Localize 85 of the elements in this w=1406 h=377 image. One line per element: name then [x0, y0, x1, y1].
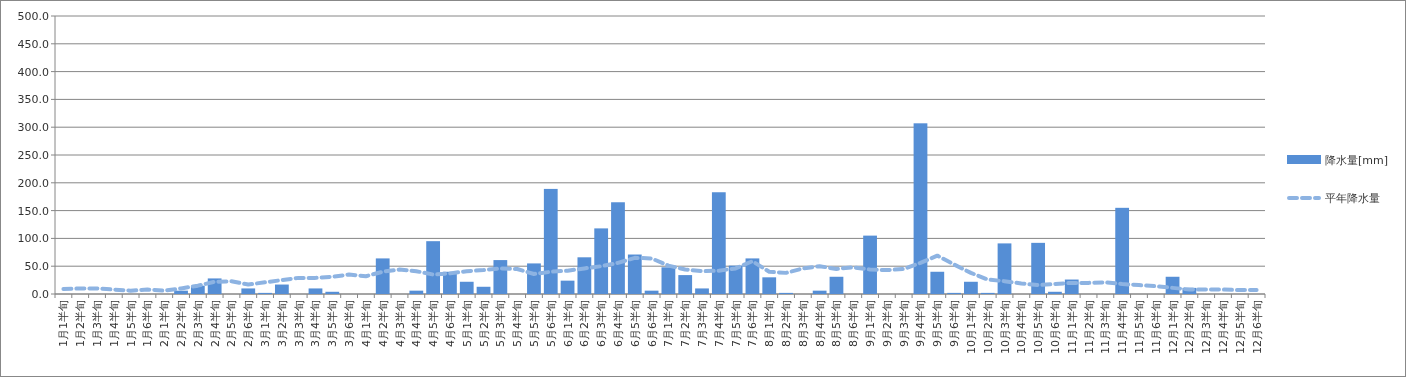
x-tick-label: 4月2半旬	[376, 300, 390, 347]
x-tick-label: 10月3半旬	[998, 300, 1012, 354]
x-tick-label: 10月5半旬	[1032, 300, 1046, 354]
x-tick-label: 4月1半旬	[359, 300, 373, 347]
y-tick-label: 50.0	[24, 260, 49, 274]
x-tick-label: 1月4半旬	[107, 300, 121, 347]
x-tick-label: 2月1半旬	[158, 300, 172, 347]
x-tick-label: 6月3半旬	[595, 300, 609, 347]
x-tick-label: 1月3半旬	[91, 300, 105, 347]
y-tick-label: 400.0	[17, 65, 49, 79]
x-tick-label: 7月1半旬	[662, 300, 676, 347]
x-tick-label: 12月1半旬	[1166, 300, 1180, 354]
x-tick-label: 2月2半旬	[175, 300, 189, 347]
x-tick-label: 8月4半旬	[813, 300, 827, 347]
y-tick-label: 100.0	[17, 232, 49, 246]
x-tick-label: 9月6半旬	[948, 300, 962, 347]
x-tick-label: 1月6半旬	[141, 300, 155, 347]
x-tick-label: 8月2半旬	[780, 300, 794, 347]
x-tick-label: 10月6半旬	[1048, 300, 1062, 354]
x-tick-label: 4月3半旬	[393, 300, 407, 347]
y-tick-label: 300.0	[17, 121, 49, 135]
x-tick-label: 10月4半旬	[1015, 300, 1029, 354]
x-tick-label: 12月6半旬	[1250, 300, 1264, 354]
legend-label: 平年降水量	[1325, 192, 1380, 205]
x-tick-label: 12月4半旬	[1216, 300, 1230, 354]
x-tick-label: 1月1半旬	[57, 300, 71, 347]
x-tick-label: 3月5半旬	[326, 300, 340, 347]
x-tick-label: 5月3半旬	[494, 300, 508, 347]
x-tick-label: 6月6半旬	[645, 300, 659, 347]
x-tick-label: 9月1半旬	[864, 300, 878, 347]
x-tick-label: 3月2半旬	[275, 300, 289, 347]
x-tick-label: 7月2半旬	[679, 300, 693, 347]
x-tick-label: 9月5半旬	[931, 300, 945, 347]
x-tick-label: 12月5半旬	[1233, 300, 1247, 354]
y-tick-label: 150.0	[17, 204, 49, 218]
x-tick-label: 8月5半旬	[830, 300, 844, 347]
x-tick-label: 1月2半旬	[74, 300, 88, 347]
x-tick-label: 9月3半旬	[897, 300, 911, 347]
x-tick-label: 12月3半旬	[1200, 300, 1214, 354]
x-tick-label: 11月1半旬	[1065, 300, 1079, 354]
x-tick-label: 3月6半旬	[343, 300, 357, 347]
x-tick-label: 5月1半旬	[460, 300, 474, 347]
x-tick-label: 2月3半旬	[191, 300, 205, 347]
x-tick-label: 7月4半旬	[712, 300, 726, 347]
y-tick-label: 0.0	[31, 288, 49, 301]
x-tick-label: 2月5半旬	[225, 300, 239, 347]
y-tick-label: 350.0	[17, 93, 49, 107]
x-tick-label: 8月1半旬	[763, 300, 777, 347]
x-tick-label: 10月2半旬	[981, 300, 995, 354]
x-tick-label: 11月6半旬	[1149, 300, 1163, 354]
x-tick-label: 7月3半旬	[696, 300, 710, 347]
x-tick-label: 5月4半旬	[511, 300, 525, 347]
legend-label: 降水量[mm]	[1325, 154, 1389, 167]
x-tick-label: 10月1半旬	[964, 300, 978, 354]
x-tick-label: 3月1半旬	[259, 300, 273, 347]
x-tick-label: 2月4半旬	[208, 300, 222, 347]
y-tick-label: 250.0	[17, 149, 49, 162]
x-tick-label: 11月3半旬	[1099, 300, 1113, 354]
x-tick-label: 11月2半旬	[1082, 300, 1096, 354]
x-tick-label: 4月4半旬	[410, 300, 424, 347]
x-tick-label: 12月2半旬	[1183, 300, 1197, 354]
y-tick-label: 200.0	[17, 176, 49, 190]
x-tick-label: 6月5半旬	[628, 300, 642, 347]
y-tick-label: 450.0	[17, 37, 49, 51]
x-tick-label: 7月6半旬	[746, 300, 760, 347]
x-tick-label: 9月2半旬	[880, 300, 894, 347]
x-tick-label: 3月4半旬	[309, 300, 323, 347]
x-tick-label: 2月6半旬	[242, 300, 256, 347]
x-tick-label: 11月4半旬	[1116, 300, 1130, 354]
x-tick-label: 5月5半旬	[527, 300, 541, 347]
x-tick-label: 4月5半旬	[427, 300, 441, 347]
x-tick-label: 1月5半旬	[124, 300, 138, 347]
y-tick-label: 500.0	[17, 10, 49, 23]
x-tick-label: 4月6半旬	[443, 300, 457, 347]
x-tick-label: 5月2半旬	[477, 300, 491, 347]
x-tick-label: 6月4半旬	[611, 300, 625, 347]
x-tick-label: 7月5半旬	[729, 300, 743, 347]
x-tick-label: 3月3半旬	[292, 300, 306, 347]
x-tick-label: 5月6半旬	[544, 300, 558, 347]
x-tick-label: 9月4半旬	[914, 300, 928, 347]
x-tick-label: 8月3半旬	[796, 300, 810, 347]
x-tick-label: 6月2半旬	[578, 300, 592, 347]
x-tick-label: 8月6半旬	[847, 300, 861, 347]
x-tick-label: 6月1半旬	[561, 300, 575, 347]
x-tick-label: 11月5半旬	[1132, 300, 1146, 354]
